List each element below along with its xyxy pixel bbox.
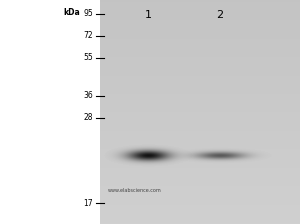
Text: 2: 2 — [216, 10, 224, 20]
Text: 55: 55 — [83, 54, 93, 62]
Text: 28: 28 — [83, 114, 93, 123]
Text: 95: 95 — [83, 9, 93, 19]
Text: 72: 72 — [83, 32, 93, 41]
Text: 17: 17 — [83, 198, 93, 207]
Text: kDa: kDa — [64, 8, 80, 17]
Text: 1: 1 — [145, 10, 152, 20]
Text: 36: 36 — [83, 91, 93, 101]
Text: www.elabscience.com: www.elabscience.com — [108, 188, 162, 193]
